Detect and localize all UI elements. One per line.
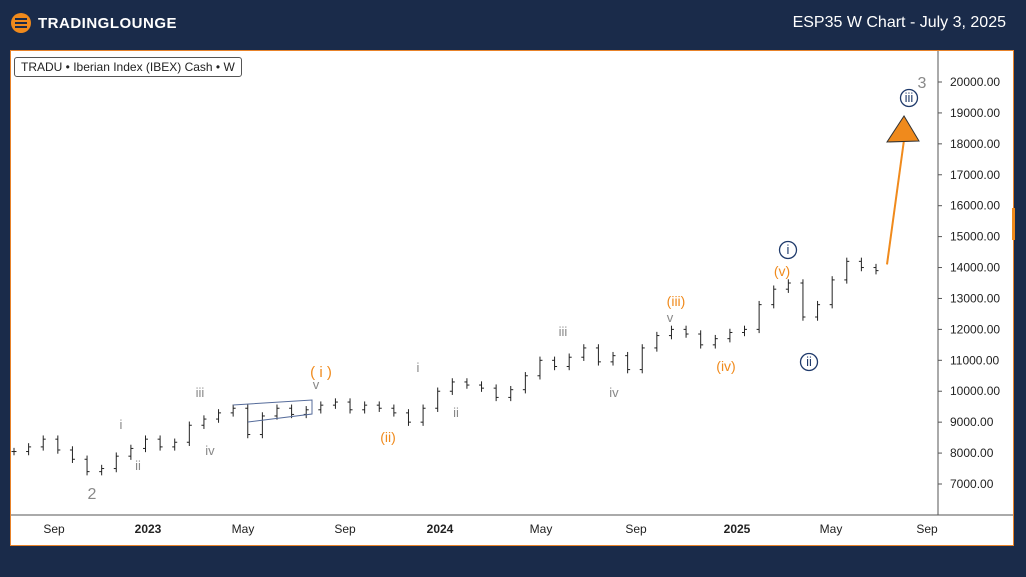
chart-frame: [10, 50, 1014, 546]
y-tick-label: 9000.00: [950, 415, 994, 429]
x-tick-label: 2024: [427, 522, 454, 536]
brand-name: TRADINGLOUNGE: [38, 14, 177, 32]
x-tick-label: Sep: [43, 522, 65, 536]
wave-label-circle: [899, 88, 919, 108]
y-tick-label: 8000.00: [950, 446, 994, 460]
x-tick-label: May: [232, 522, 255, 536]
y-tick-label: 18000.00: [950, 137, 1000, 151]
wave-label: 3: [918, 75, 927, 92]
wave-label: iv: [609, 385, 619, 400]
chart-title: ESP35 W Chart - July 3, 2025: [792, 14, 1006, 31]
y-tick-label: 17000.00: [950, 168, 1000, 182]
wedge-channel: [232, 399, 313, 423]
wave-label: 2: [88, 486, 97, 503]
y-tick-label: 13000.00: [950, 291, 1000, 305]
projection-arrowhead: [886, 115, 920, 143]
y-tick-label: 15000.00: [950, 230, 1000, 244]
wave-label: (iv): [716, 358, 735, 374]
y-tick-label: 10000.00: [950, 384, 1000, 398]
y-tick-label: 12000.00: [950, 322, 1000, 336]
wave-label: iii: [559, 324, 568, 339]
x-tick-label: Sep: [625, 522, 647, 536]
wave-label: iii: [196, 385, 205, 400]
wave-label: ii: [806, 354, 812, 369]
header-bar: TRADINGLOUNGE ESP35 W Chart - July 3, 20…: [0, 0, 1026, 48]
price-marker: [1012, 208, 1015, 240]
x-tick-label: 2025: [724, 522, 751, 536]
x-tick-label: Sep: [334, 522, 356, 536]
wave-label: i: [787, 242, 790, 257]
logo-icon: [11, 13, 31, 33]
wave-label-circle: [778, 240, 798, 260]
y-tick-label: 19000.00: [950, 106, 1000, 120]
price-series: [11, 257, 879, 476]
wave-label: (v): [774, 263, 790, 279]
y-tick-label: 11000.00: [950, 353, 999, 367]
y-tick-label: 16000.00: [950, 199, 1000, 213]
wave-label: (ii): [380, 429, 396, 445]
wave-label: ii: [135, 458, 141, 473]
wave-label: i: [120, 417, 123, 432]
wave-label: iv: [205, 443, 215, 458]
y-tick-label: 20000.00: [950, 75, 1000, 89]
footer-bar: [0, 548, 1026, 577]
wave-label-circle: [799, 352, 819, 372]
x-tick-label: May: [530, 522, 553, 536]
brand-logo: TRADINGLOUNGE: [10, 12, 177, 34]
wave-label: i: [417, 360, 420, 375]
wave-label: ii: [453, 405, 459, 420]
y-tick-label: 14000.00: [950, 261, 1000, 275]
x-tick-label: 2023: [135, 522, 162, 536]
wave-label: v: [313, 377, 320, 392]
projection-line: [886, 139, 905, 265]
x-tick-label: May: [820, 522, 843, 536]
wave-label: iii: [905, 90, 914, 105]
wave-label: ( i ): [310, 364, 332, 381]
wave-label: v: [667, 310, 674, 325]
wave-label: (iii): [667, 293, 686, 309]
y-tick-label: 7000.00: [950, 477, 994, 491]
x-tick-label: Sep: [916, 522, 938, 536]
chart-legend: TRADU • Iberian Index (IBEX) Cash • W: [14, 57, 242, 77]
